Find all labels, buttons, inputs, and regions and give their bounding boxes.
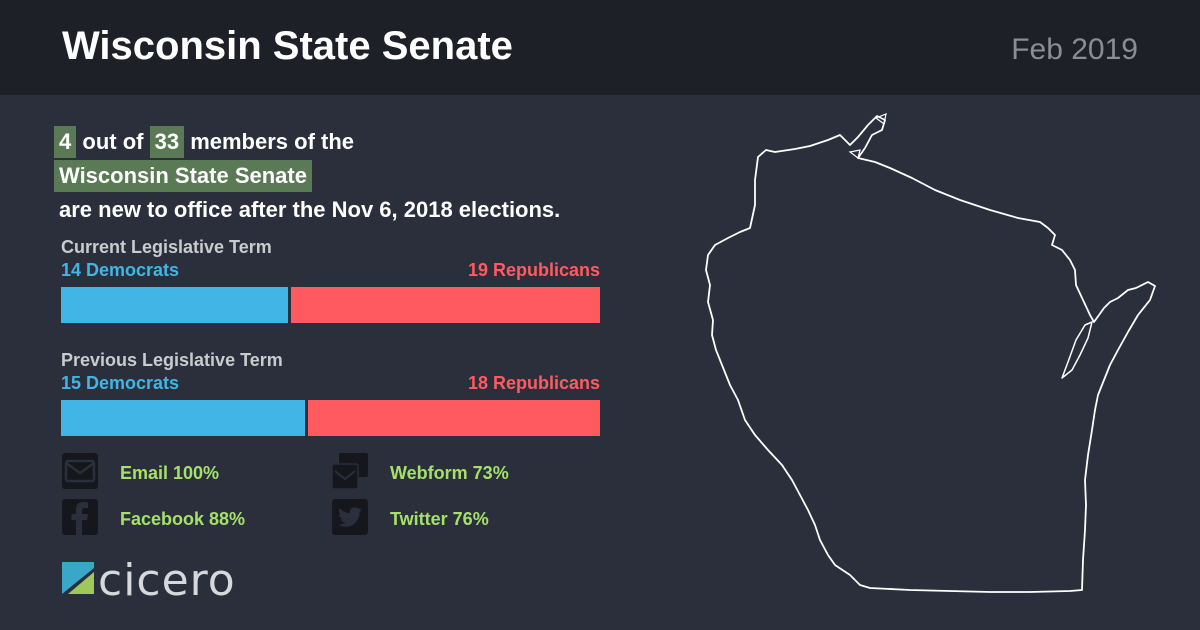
headline: 4 out of 33 members of the Wisconsin Sta… [54,126,674,228]
email-icon [62,453,98,489]
previous-dem-label: 15 Democrats [61,373,180,393]
current-dem-label: 14 Democrats [61,260,180,280]
current-term-bar [61,287,600,323]
body-name: Wisconsin State Senate [54,160,312,192]
headline-line-3: are new to office after the Nov 6, 2018 … [54,194,674,228]
date-label: Feb 2019 [1011,33,1138,66]
twitter-stat: Twitter 76% [390,509,489,529]
previous-rep-label: 18 Republicans [467,373,600,393]
twitter-icon [332,499,368,535]
facebook-stat: Facebook 88% [120,509,246,529]
previous-term-bar [61,400,600,436]
current-dem-segment [61,287,288,323]
previous-rep-segment [308,400,600,436]
current-rep-label: 19 Republicans [467,260,600,280]
cicero-logo-text: cicero [98,555,236,606]
webform-icon [331,453,368,490]
current-rep-segment [291,287,600,323]
header-bar: Wisconsin State Senate Feb 2019 [0,0,1200,95]
text-members: members of the [190,129,355,154]
wisconsin-map-outline [705,113,1156,593]
previous-term-label: Previous Legislative Term [61,350,283,370]
current-term-label: Current Legislative Term [61,237,272,257]
headline-line-2: Wisconsin State Senate [54,160,674,194]
facebook-icon [62,499,98,535]
text-tail: are new to office after the Nov 6, 2018 … [59,197,561,222]
new-count: 4 [54,126,77,158]
email-stat: Email 100% [120,463,220,483]
page-title: Wisconsin State Senate [62,24,513,68]
text-out-of: out of [82,129,144,154]
total-count: 33 [149,126,185,158]
webform-stat: Webform 73% [390,463,509,483]
cicero-logo-icon [62,562,94,594]
headline-line-1: 4 out of 33 members of the [54,126,674,160]
previous-dem-segment [61,400,305,436]
